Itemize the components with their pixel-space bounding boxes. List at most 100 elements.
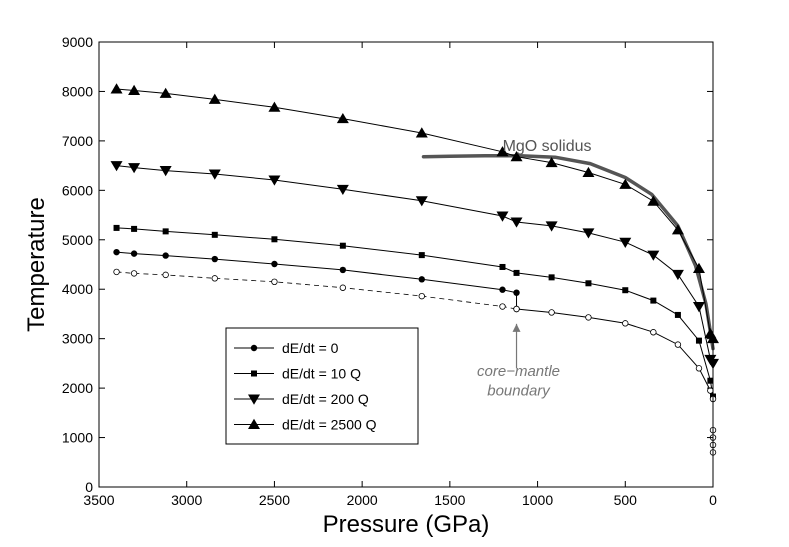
x-tick-label: 0 — [709, 492, 717, 508]
data-point-series-0-core — [622, 320, 629, 327]
data-point-series-1 — [650, 297, 657, 304]
y-tick-label: 6000 — [62, 182, 93, 198]
series-line-0-dashed — [116, 271, 517, 310]
data-point-series-0 — [211, 255, 218, 263]
data-point-series-0-dashed — [211, 275, 218, 282]
data-point-series-3 — [128, 84, 141, 95]
axes-frame — [98, 41, 714, 488]
data-point-series-2 — [336, 184, 349, 196]
data-point-series-1 — [113, 224, 120, 231]
data-point-series-1 — [339, 242, 346, 249]
data-point-series-0-dashed — [271, 278, 278, 286]
data-point-series-3 — [268, 101, 281, 112]
data-point-series-0-core — [695, 365, 703, 372]
x-axis-title: Pressure (GPa) — [323, 511, 490, 538]
y-tick-label: 2000 — [62, 380, 93, 396]
data-point-series-2 — [415, 196, 428, 207]
annotation-boundary: boundary — [487, 383, 551, 400]
x-tick-label: 1000 — [522, 492, 553, 508]
data-point-series-0-dashed — [130, 270, 138, 277]
data-point-series-0-dashed — [113, 268, 120, 276]
data-point-series-0-core — [674, 341, 682, 348]
x-tick-label: 500 — [614, 492, 638, 508]
y-tick-label: 9000 — [62, 34, 93, 50]
y-tick-label: 1000 — [62, 430, 93, 446]
data-point-series-1 — [162, 228, 169, 235]
legend-marker — [251, 370, 257, 377]
data-point-series-0 — [339, 266, 347, 274]
data-point-series-0-dashed — [162, 271, 169, 279]
axes: 3500 3000 2500 2000 1500 1000 500 0 0 1000 2000 300… — [62, 34, 717, 508]
x-tick-label: 2000 — [347, 492, 378, 508]
legend-marker — [248, 394, 260, 405]
data-point-series-0 — [418, 276, 425, 283]
legend-item-de-dt-10q: dE/dt = 10 Q — [234, 366, 361, 382]
y-tick-label: 5000 — [62, 232, 93, 248]
annotation-core-mantle: core−mantle — [477, 363, 560, 380]
data-point-series-3 — [496, 146, 509, 157]
legend: dE/dt = 0 dE/dt = 10 Q dE/dt = 200 Q dE/… — [225, 327, 419, 445]
data-point-series-3 — [510, 151, 523, 162]
data-point-series-0-dashed — [499, 303, 506, 310]
data-point-series-1 — [499, 263, 506, 270]
legend-marker — [248, 418, 260, 429]
data-point-series-1 — [674, 311, 681, 318]
data-point-series-3 — [110, 83, 123, 94]
data-point-series-2 — [692, 302, 705, 313]
y-tick-label: 3000 — [62, 331, 93, 347]
data-point-series-3 — [159, 87, 172, 98]
data-point-series-3 — [692, 262, 705, 273]
legend-label: dE/dt = 10 Q — [282, 366, 361, 382]
data-point-series-3 — [671, 224, 684, 235]
data-point-series-1 — [585, 280, 592, 287]
y-tick-label: 4000 — [62, 281, 93, 297]
annotation-mgo-solidus: MgO solidus — [503, 138, 592, 155]
legend-item-de-dt-200q: dE/dt = 200 Q — [234, 391, 369, 407]
data-point-series-0 — [113, 248, 120, 256]
legend-label: dE/dt = 0 — [282, 340, 339, 356]
data-point-series-3 — [582, 166, 595, 178]
data-point-series-0-core — [650, 329, 657, 336]
data-point-series-2 — [510, 217, 523, 228]
data-point-series-1 — [271, 236, 278, 243]
data-point-series-3 — [336, 112, 349, 124]
data-point-series-0 — [162, 252, 169, 259]
y-axis-title: Temperature — [23, 197, 50, 332]
y-tick-label: 7000 — [62, 133, 93, 149]
data-point-series-2 — [268, 175, 281, 186]
x-tick-label: 2500 — [259, 492, 290, 508]
data-point-series-0-core — [548, 309, 555, 316]
y-tick-label: 8000 — [62, 83, 93, 99]
data-point-series-3 — [619, 178, 632, 189]
data-point-series-2 — [110, 161, 123, 172]
data-point-series-0 — [499, 286, 506, 293]
data-point-series-3 — [415, 127, 428, 138]
legend-marker — [250, 344, 258, 352]
legend-item-de-dt-2500q: dE/dt = 2500 Q — [234, 417, 377, 433]
data-point-series-1 — [211, 231, 218, 238]
legend-item-de-dt-0: dE/dt = 0 — [234, 340, 339, 356]
data-point-series-2 — [582, 228, 595, 239]
data-point-series-1 — [513, 269, 520, 276]
data-point-series-0-dashed — [513, 305, 520, 313]
data-point-series-2 — [647, 250, 660, 261]
legend-label: dE/dt = 200 Q — [282, 391, 369, 407]
data-point-series-0 — [271, 260, 278, 268]
data-point-series-3 — [545, 156, 558, 168]
x-tick-label: 1500 — [434, 492, 465, 508]
data-point-series-2 — [671, 269, 684, 281]
annotation-arrow-head — [512, 323, 521, 332]
data-point-series-2 — [128, 163, 141, 174]
data-point-series-2 — [159, 166, 172, 177]
data-point-series-2 — [545, 221, 558, 232]
data-point-series-1 — [418, 252, 425, 259]
data-point-series-2 — [619, 237, 632, 248]
data-point-series-0-dashed — [418, 292, 425, 300]
data-point-series-1 — [131, 225, 138, 232]
data-point-series-0 — [130, 250, 138, 257]
data-point-series-2 — [496, 211, 509, 222]
x-tick-label: 3000 — [171, 492, 202, 508]
data-point-series-3 — [647, 195, 660, 206]
x-tick-label: 3500 — [83, 492, 114, 508]
